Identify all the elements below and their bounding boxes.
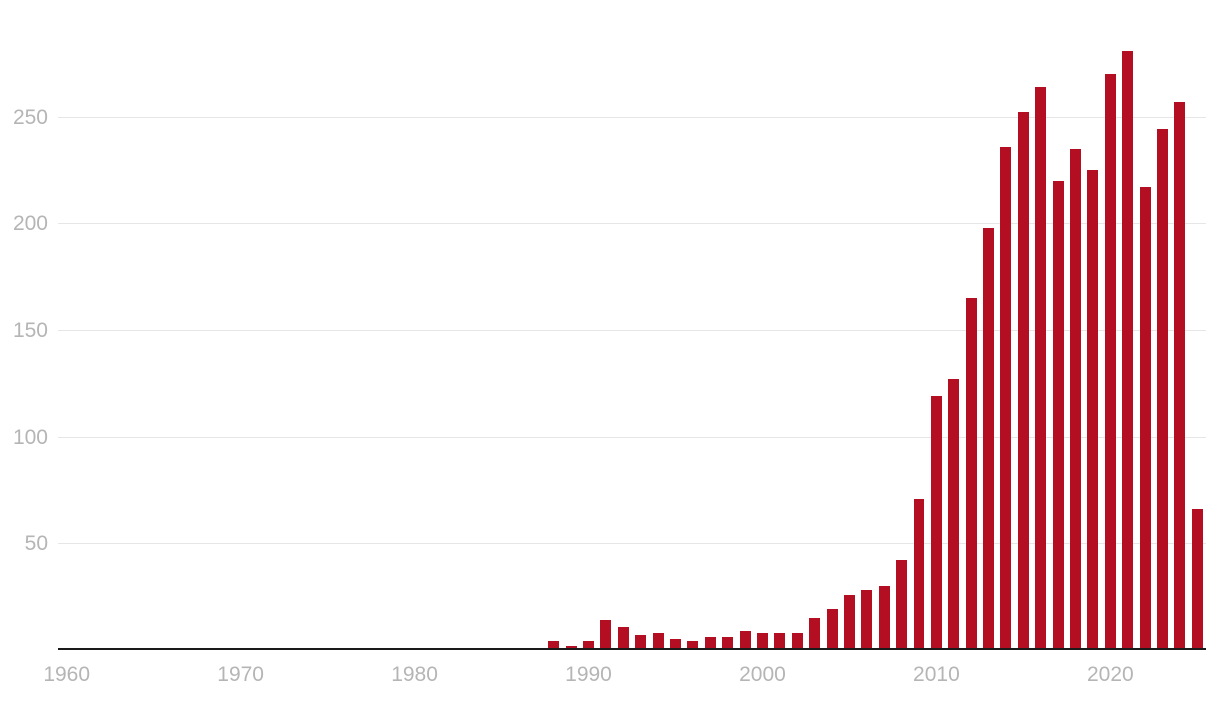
bar[interactable]: [1139, 187, 1151, 650]
bar[interactable]: [1122, 50, 1134, 650]
bar[interactable]: [565, 645, 577, 650]
x-tick-label: 2010: [913, 663, 960, 686]
bar[interactable]: [739, 630, 751, 650]
gridline: [58, 116, 1206, 118]
gridline: [58, 436, 1206, 438]
gridline: [58, 543, 1206, 545]
bar[interactable]: [1104, 74, 1116, 650]
x-tick-label: 2000: [739, 663, 786, 686]
bar[interactable]: [756, 632, 768, 650]
bar[interactable]: [913, 498, 925, 650]
bar[interactable]: [861, 590, 873, 650]
x-tick-label: 2020: [1086, 663, 1134, 686]
bar[interactable]: [1191, 509, 1203, 650]
bar[interactable]: [826, 609, 838, 650]
bar[interactable]: [548, 641, 560, 650]
bar[interactable]: [1157, 129, 1168, 650]
bar[interactable]: [948, 379, 960, 650]
bar[interactable]: [896, 560, 908, 650]
bar[interactable]: [704, 637, 716, 650]
x-axis-line: [58, 648, 1206, 650]
gridline: [58, 330, 1206, 331]
bar[interactable]: [600, 620, 612, 650]
bar[interactable]: [774, 632, 786, 650]
bar[interactable]: [809, 618, 821, 650]
bar[interactable]: [1035, 86, 1047, 650]
y-tick-label: 250: [12, 105, 48, 129]
x-tick-label: 1960: [43, 663, 91, 686]
y-tick-label: 50: [24, 532, 48, 556]
bar[interactable]: [635, 635, 647, 650]
bar[interactable]: [1087, 170, 1099, 650]
x-tick-label: 1980: [391, 663, 438, 686]
x-tick-label: 1990: [565, 663, 612, 686]
gridline: [58, 223, 1206, 225]
bar[interactable]: [791, 632, 803, 650]
bar[interactable]: [983, 227, 995, 650]
bar[interactable]: [1174, 101, 1186, 650]
bar[interactable]: [583, 641, 594, 650]
x-tick-label: 1970: [217, 663, 264, 686]
bar[interactable]: [670, 639, 681, 650]
bar[interactable]: [1000, 146, 1012, 650]
bar[interactable]: [687, 641, 699, 650]
bar[interactable]: [1017, 112, 1029, 650]
bar[interactable]: [843, 594, 855, 650]
y-tick-label: 200: [12, 212, 48, 236]
bar[interactable]: [878, 586, 890, 650]
bar[interactable]: [722, 637, 734, 650]
bar[interactable]: [652, 632, 664, 650]
bar[interactable]: [965, 298, 977, 650]
bar[interactable]: [1052, 180, 1064, 650]
y-tick-label: 150: [12, 319, 48, 342]
y-tick-label: 100: [12, 425, 48, 449]
bar[interactable]: [930, 396, 942, 650]
bar[interactable]: [1070, 148, 1082, 650]
plot-area: [58, 10, 1206, 650]
bar[interactable]: [617, 626, 629, 650]
